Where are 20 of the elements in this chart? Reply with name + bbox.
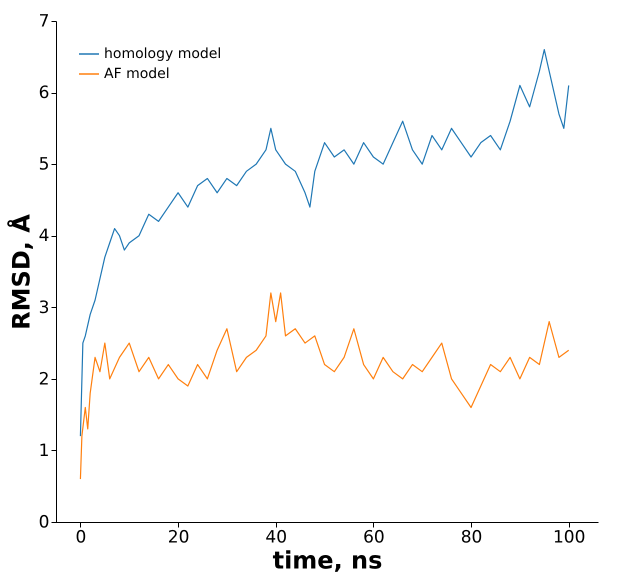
x-tick-label: 100 — [552, 528, 586, 548]
y-tick-label: 5 — [38, 154, 50, 175]
x-tick-label: 60 — [363, 528, 385, 548]
line-series — [80, 49, 570, 437]
legend-label: homology model — [104, 46, 222, 62]
y-tick-label: 1 — [38, 440, 50, 461]
legend-label: AF model — [104, 66, 170, 82]
x-tick-label: 0 — [76, 528, 86, 548]
x-tick-label: 20 — [168, 528, 190, 548]
x-tick-label: 80 — [460, 528, 482, 548]
y-tick-label: 2 — [38, 369, 50, 390]
y-axis-title: RMSD, Å — [6, 214, 36, 330]
y-tick-label: 7 — [38, 12, 50, 32]
y-tick-label: 4 — [38, 226, 50, 246]
y-tick-label: 6 — [38, 83, 50, 104]
x-tick-label: 40 — [265, 528, 288, 548]
y-tick-label: 3 — [38, 298, 50, 318]
x-axis-title: time, ns — [272, 546, 382, 574]
y-tick-label: 0 — [38, 512, 50, 532]
line-series — [80, 292, 570, 480]
